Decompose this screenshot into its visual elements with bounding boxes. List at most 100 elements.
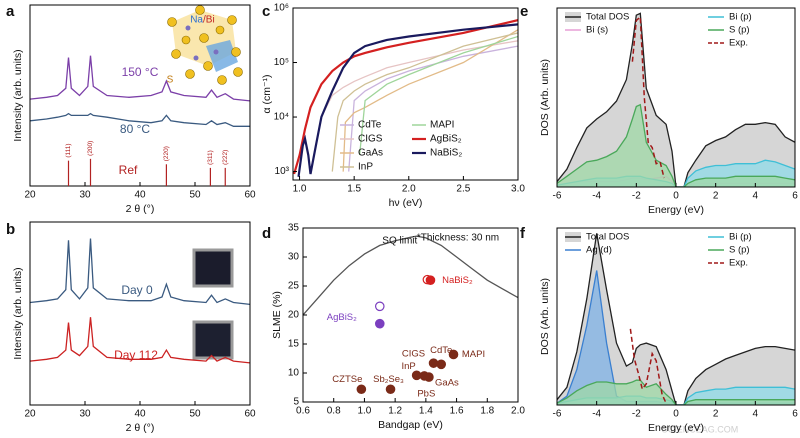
- x-tick-label: 20: [24, 190, 36, 201]
- point-label: Sb₂Se₃: [373, 374, 404, 385]
- point-label: InP: [402, 361, 416, 372]
- series-line: [297, 23, 518, 177]
- series-line: [557, 103, 795, 187]
- x-tick-label: 1.2: [388, 406, 402, 417]
- series-label: 80 °C: [120, 122, 150, 136]
- plot-area: [293, 19, 518, 177]
- x-tick-label: 2.5: [456, 184, 470, 195]
- legend-label: Exp.: [729, 38, 748, 49]
- y-tick-label: 10⁵: [274, 57, 289, 68]
- point: [385, 384, 396, 395]
- y-tick-label: 25: [288, 281, 300, 292]
- point-label: CZTSe: [332, 374, 362, 385]
- x-tick-label: 1.0: [357, 406, 371, 417]
- x-axis-label: Energy (eV): [648, 422, 704, 434]
- x-tick-label: 50: [189, 409, 201, 420]
- series-line: [358, 35, 518, 156]
- legend-label: Bi (p): [729, 12, 752, 23]
- point-label: AgBiS₂: [327, 312, 357, 323]
- series-line: [30, 55, 250, 102]
- legend-label: CdTe: [358, 120, 382, 131]
- point-label: CIGS: [402, 349, 425, 360]
- x-tick-label: -6: [553, 191, 562, 202]
- x-tick-label: -2: [632, 409, 641, 420]
- point-label: MAPI: [462, 349, 485, 360]
- y-tick-label: 5: [293, 397, 299, 408]
- legend-label: Total DOS: [586, 232, 629, 243]
- panel-label: e: [520, 3, 528, 20]
- x-tick-label: 0: [673, 409, 679, 420]
- area: [557, 13, 795, 187]
- panel-label: c: [262, 3, 270, 20]
- x-axis-label: 2 θ (°): [126, 422, 155, 434]
- legend-label: Bi (s): [586, 25, 608, 36]
- x-tick-label: 0.6: [296, 406, 310, 417]
- x-tick-label: 40: [134, 409, 146, 420]
- series-label: Day 112: [114, 348, 158, 362]
- series-label: 150 °C: [122, 65, 159, 79]
- point: [374, 301, 385, 312]
- series-line: [331, 32, 518, 172]
- area: [557, 380, 795, 405]
- series-line: [631, 15, 665, 179]
- x-tick-label: 4: [753, 191, 759, 202]
- x-tick-label: 30: [79, 190, 91, 201]
- y-tick-label: 10³: [275, 166, 290, 177]
- x-tick-label: 2: [713, 191, 719, 202]
- legend-label: Bi (p): [729, 232, 752, 243]
- x-tick-label: 0: [673, 191, 679, 202]
- point: [374, 318, 385, 329]
- x-tick-label: -4: [592, 409, 601, 420]
- point-label: CdTe: [430, 345, 452, 356]
- x-tick-label: 60: [244, 190, 256, 201]
- annotation: *Thickness: 30 nm: [417, 233, 499, 244]
- plot-area: [303, 235, 518, 316]
- x-axis-label: Energy (eV): [648, 204, 704, 216]
- film-photo: [192, 320, 234, 360]
- x-tick-label: 30: [79, 409, 91, 420]
- ref-label: (220): [163, 146, 170, 161]
- ref-label: (200): [87, 141, 94, 156]
- x-tick-label: 3.0: [511, 184, 525, 195]
- y-axis-label: DOS (Arb. units): [539, 59, 551, 136]
- point: [448, 349, 459, 360]
- film-photo: [192, 248, 234, 288]
- legend-label: Ag (d): [586, 245, 612, 256]
- series-label: SQ limit: [382, 236, 417, 247]
- annotation: /Bi: [203, 15, 215, 26]
- x-tick-label: 2.0: [511, 406, 525, 417]
- x-axis-label: 2 θ (°): [126, 203, 155, 215]
- y-tick-label: 30: [288, 252, 300, 263]
- x-tick-label: 20: [24, 409, 36, 420]
- plot-area: [30, 55, 250, 127]
- plot-frame: [292, 7, 519, 181]
- area: [557, 104, 795, 187]
- panel-label: d: [262, 225, 271, 242]
- series-line: [557, 379, 795, 405]
- point-label: GaAs: [435, 378, 459, 389]
- x-tick-label: 50: [189, 190, 201, 201]
- watermark: SCIENCEAG.COM: [662, 424, 739, 434]
- plot-area: [557, 12, 795, 187]
- legend-label: AgBiS₂: [430, 134, 462, 145]
- legend-label: S (p): [729, 25, 750, 36]
- series-line: [557, 233, 795, 405]
- ref-label: (111): [65, 143, 72, 157]
- series-line: [293, 19, 518, 175]
- area: [557, 233, 795, 405]
- legend-label: GaAs: [358, 148, 383, 159]
- point: [436, 359, 447, 370]
- series-line: [303, 235, 518, 316]
- y-axis-label: DOS (Arb. units): [539, 278, 551, 355]
- plot-area: [30, 238, 250, 364]
- x-tick-label: 6: [792, 409, 798, 420]
- y-tick-label: 10⁶: [274, 3, 289, 14]
- point: [425, 275, 436, 285]
- y-tick-label: 10: [288, 368, 300, 379]
- panel-label: b: [6, 221, 15, 238]
- x-tick-label: 1.5: [347, 184, 361, 195]
- ref-name: Ref: [119, 163, 138, 177]
- x-axis-label: hν (eV): [389, 197, 423, 209]
